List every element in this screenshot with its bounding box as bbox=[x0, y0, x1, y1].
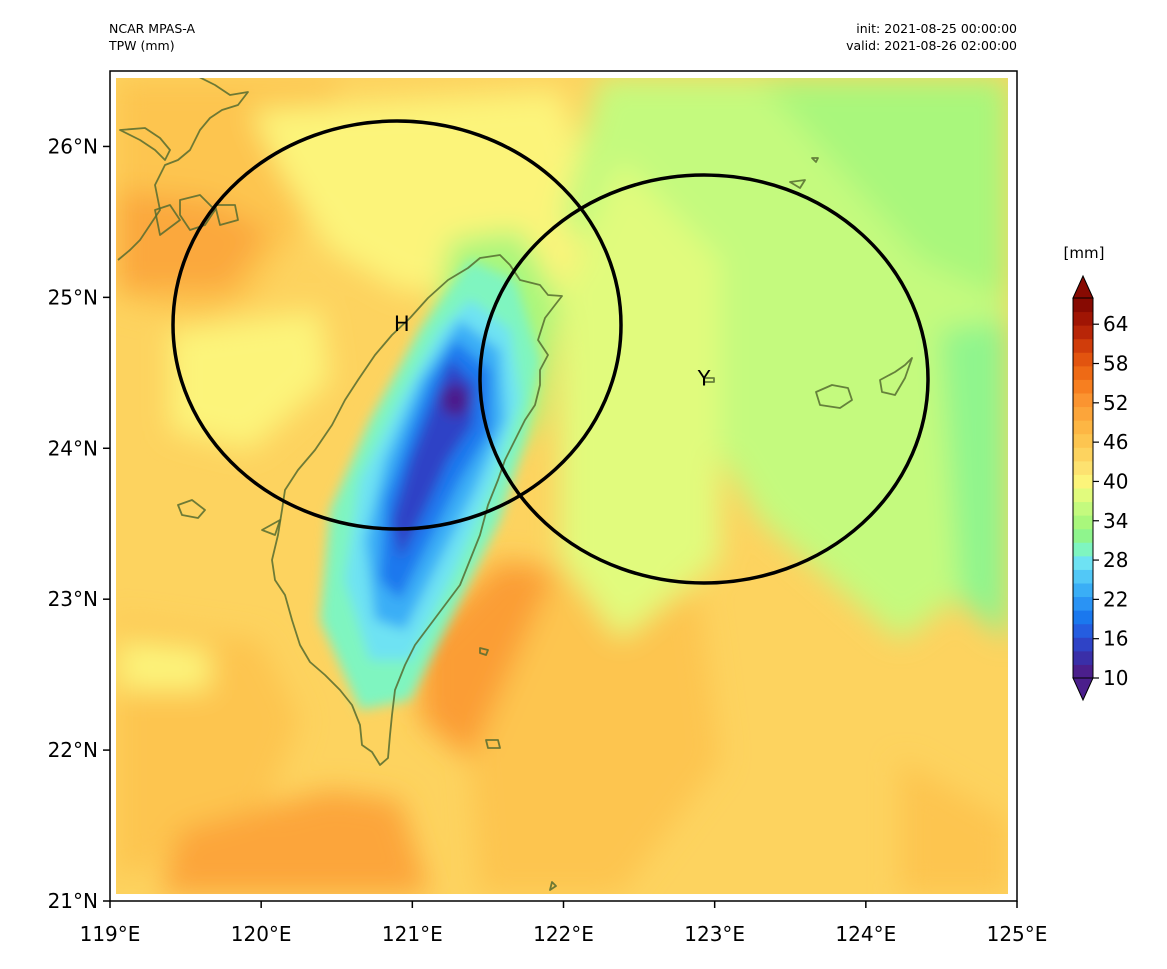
marker-h: H bbox=[394, 312, 410, 336]
header-left: NCAR MPAS-A TPW (mm) bbox=[109, 20, 195, 54]
colorbar-unit: [mm] bbox=[1064, 244, 1105, 262]
colorbar-segment bbox=[1073, 325, 1093, 340]
colorbar-segment bbox=[1073, 298, 1093, 313]
colorbar-segment bbox=[1073, 664, 1093, 679]
x-tick-label: 121°E bbox=[382, 922, 443, 946]
colorbar-segment bbox=[1073, 311, 1093, 326]
marker-y: Y bbox=[697, 366, 711, 390]
colorbar-tick-label: 40 bbox=[1103, 469, 1128, 493]
model-name: NCAR MPAS-A bbox=[109, 21, 196, 36]
y-tick-label: 21°N bbox=[48, 889, 98, 913]
colorbar-segment bbox=[1073, 610, 1093, 625]
colorbar-tick-label: 28 bbox=[1103, 548, 1128, 572]
colorbar-segment bbox=[1073, 406, 1093, 421]
colorbar-segment bbox=[1073, 420, 1093, 435]
colorbar-tick-label: 22 bbox=[1103, 587, 1128, 611]
colorbar-segment bbox=[1073, 352, 1093, 367]
colorbar-segment bbox=[1073, 623, 1093, 638]
range-circles bbox=[171, 119, 930, 585]
colorbar-segment bbox=[1073, 596, 1093, 611]
x-tick-label: 120°E bbox=[231, 922, 292, 946]
colorbar-segment bbox=[1073, 637, 1093, 652]
colorbar-segment bbox=[1073, 460, 1093, 475]
colorbar-tick-label: 52 bbox=[1103, 391, 1128, 415]
x-tick-label: 124°E bbox=[835, 922, 896, 946]
colorbar-segment bbox=[1073, 515, 1093, 530]
colorbar-segment bbox=[1073, 501, 1093, 516]
tpw-field bbox=[116, 78, 1008, 894]
field-name: TPW (mm) bbox=[109, 38, 175, 53]
x-tick-label: 119°E bbox=[80, 922, 141, 946]
y-axis: 21°N 22°N 23°N 24°N 25°N 26°N bbox=[48, 134, 110, 913]
y-tick-label: 25°N bbox=[48, 285, 98, 309]
colorbar-tick-label: 46 bbox=[1103, 430, 1128, 454]
y-tick-label: 23°N bbox=[48, 587, 98, 611]
y-tick-label: 26°N bbox=[48, 134, 98, 158]
y-tick-label: 24°N bbox=[48, 436, 98, 460]
colorbar-max-extend bbox=[1072, 274, 1094, 299]
colorbar-segment bbox=[1073, 583, 1093, 598]
x-tick-label: 125°E bbox=[987, 922, 1048, 946]
colorbar-segment bbox=[1073, 528, 1093, 543]
colorbar-segment bbox=[1073, 488, 1093, 503]
circle-h bbox=[171, 119, 623, 531]
colorbar-tick-label: 10 bbox=[1103, 666, 1128, 690]
colorbar-segment bbox=[1073, 650, 1093, 665]
colorbar-segment bbox=[1073, 474, 1093, 489]
colorbar-segment bbox=[1073, 542, 1093, 557]
x-axis: 119°E 120°E 121°E 122°E 123°E 124°E 125°E bbox=[80, 901, 1048, 946]
colorbar: 10 16 22 28 34 40 46 52 58 64 bbox=[1072, 274, 1128, 702]
colorbar-tick-label: 58 bbox=[1103, 352, 1128, 376]
colorbar-segment bbox=[1073, 555, 1093, 570]
colorbar-tick-label: 34 bbox=[1103, 509, 1128, 533]
colorbar-segment bbox=[1073, 569, 1093, 584]
colorbar-segment bbox=[1073, 393, 1093, 408]
valid-time: valid: 2021-08-26 02:00:00 bbox=[846, 38, 1017, 53]
circle-y bbox=[478, 173, 930, 585]
header-right: init: 2021-08-25 00:00:00 valid: 2021-08… bbox=[700, 20, 1017, 54]
colorbar-segment bbox=[1073, 379, 1093, 394]
colorbar-min-extend bbox=[1072, 677, 1094, 702]
colorbar-segment bbox=[1073, 447, 1093, 462]
init-time: init: 2021-08-25 00:00:00 bbox=[856, 21, 1017, 36]
colorbar-tick-label: 64 bbox=[1103, 312, 1128, 336]
colorbar-tick-label: 16 bbox=[1103, 627, 1128, 651]
colorbar-segment bbox=[1073, 433, 1093, 448]
x-tick-label: 123°E bbox=[684, 922, 745, 946]
colorbar-segment bbox=[1073, 365, 1093, 380]
y-tick-label: 22°N bbox=[48, 738, 98, 762]
x-tick-label: 122°E bbox=[533, 922, 594, 946]
colorbar-segment bbox=[1073, 338, 1093, 353]
